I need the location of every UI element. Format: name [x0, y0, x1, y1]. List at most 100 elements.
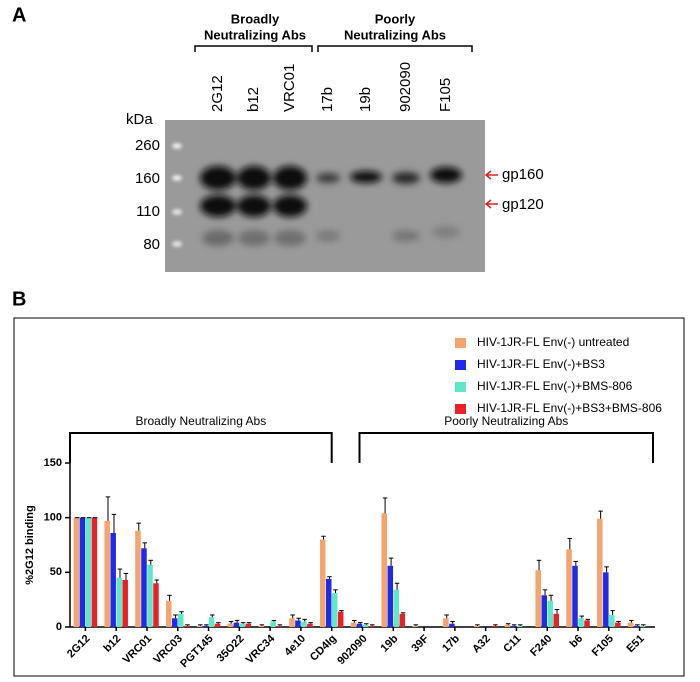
x-tick-label: VRC01	[121, 633, 155, 667]
bar	[356, 623, 363, 627]
bar	[337, 611, 344, 627]
bar	[116, 577, 122, 627]
bar	[393, 589, 400, 627]
annotation: Broadly Neutralizing Abs	[135, 414, 266, 428]
bar	[443, 618, 449, 627]
x-tick-label: 2G12	[65, 633, 93, 661]
bracket	[194, 45, 313, 52]
bar	[208, 617, 215, 627]
annotation: Poorly Neutralizing Abs	[444, 414, 568, 428]
bar	[547, 600, 553, 627]
x-tick-label: PGT145	[178, 633, 215, 670]
y-axis-label: %2G12 binding	[24, 505, 36, 584]
bar	[184, 625, 190, 627]
bar	[578, 618, 584, 627]
panel-label: B	[12, 288, 26, 310]
bar	[510, 625, 517, 627]
legend-swatch	[455, 382, 466, 392]
marker-label: 160	[135, 170, 160, 187]
legend-label: HIV-1JR-FL Env(-)+BS3	[477, 357, 605, 371]
marker-label: 260	[135, 137, 160, 154]
y-tick-label: 100	[44, 512, 62, 524]
bar	[399, 613, 406, 627]
bar	[79, 517, 86, 627]
bar	[110, 532, 116, 627]
bar	[233, 622, 240, 627]
lane-label: F105	[437, 78, 454, 112]
bar	[196, 625, 203, 627]
y-tick-label: 150	[44, 457, 62, 469]
bracket	[69, 432, 333, 463]
bar	[202, 625, 209, 627]
arrow	[484, 199, 498, 209]
bar	[597, 518, 603, 627]
bar	[227, 623, 234, 627]
bracket	[317, 45, 473, 52]
legend-swatch	[455, 404, 466, 414]
x-tick-label: C11	[501, 633, 523, 655]
bar	[412, 625, 418, 627]
marker-label: 80	[143, 236, 160, 253]
bar	[553, 613, 559, 627]
bar	[368, 625, 375, 627]
bar	[73, 517, 80, 627]
bar	[504, 624, 511, 627]
x-tick-label: F105	[590, 633, 616, 659]
legend-label: HIV-1JR-FL Env(-) untreated	[477, 335, 629, 349]
bar	[270, 621, 276, 627]
bar	[91, 517, 98, 627]
bar	[516, 625, 523, 627]
bar	[627, 622, 634, 627]
panel-label: A	[12, 4, 26, 26]
y-tick-label: 0	[56, 621, 62, 633]
lane-label: 19b	[357, 87, 374, 112]
bar	[633, 625, 640, 627]
bar	[609, 614, 615, 627]
x-tick-label: A32	[470, 633, 493, 656]
bar	[541, 595, 547, 627]
bar	[584, 620, 590, 627]
bar	[135, 530, 141, 627]
bar	[166, 600, 172, 627]
band-label: gp160	[502, 166, 544, 183]
x-tick-label: 17b	[440, 633, 462, 655]
band-label: gp120	[502, 196, 544, 213]
bar	[566, 549, 572, 627]
x-tick-label: 39F	[409, 633, 431, 655]
bar	[141, 548, 147, 627]
bar	[331, 593, 338, 627]
bar	[147, 564, 153, 627]
lane-label: 2G12	[209, 75, 226, 112]
bar	[301, 621, 307, 627]
legend-label: HIV-1JR-FL Env(-)+BMS-806	[477, 379, 633, 393]
bar	[325, 578, 332, 627]
lane-label: b12	[245, 87, 262, 112]
legend-swatch	[455, 338, 466, 348]
lane-label: 902090	[397, 62, 414, 112]
bar	[381, 513, 388, 627]
lane-label: 17b	[319, 87, 336, 112]
arrow	[484, 170, 498, 180]
bands	[200, 166, 462, 246]
ladder	[172, 143, 182, 247]
bar	[122, 579, 128, 627]
x-tick-label: b12	[101, 633, 123, 655]
bar	[153, 583, 159, 627]
bar	[214, 623, 221, 627]
x-tick-label: 35O22	[215, 633, 247, 665]
bar	[473, 625, 480, 627]
bar	[491, 625, 498, 627]
x-tick-label: F240	[528, 633, 554, 659]
frame	[13, 317, 685, 677]
group-label: Broadly	[231, 11, 280, 26]
bar	[104, 520, 110, 627]
bar	[289, 618, 295, 627]
x-tick-label: b6	[568, 633, 586, 651]
bar	[178, 613, 184, 627]
bar	[362, 624, 369, 627]
bar	[639, 625, 646, 627]
bar	[350, 622, 357, 627]
bar	[603, 572, 609, 627]
bar	[85, 517, 92, 627]
lane-label: VRC01	[281, 64, 298, 112]
